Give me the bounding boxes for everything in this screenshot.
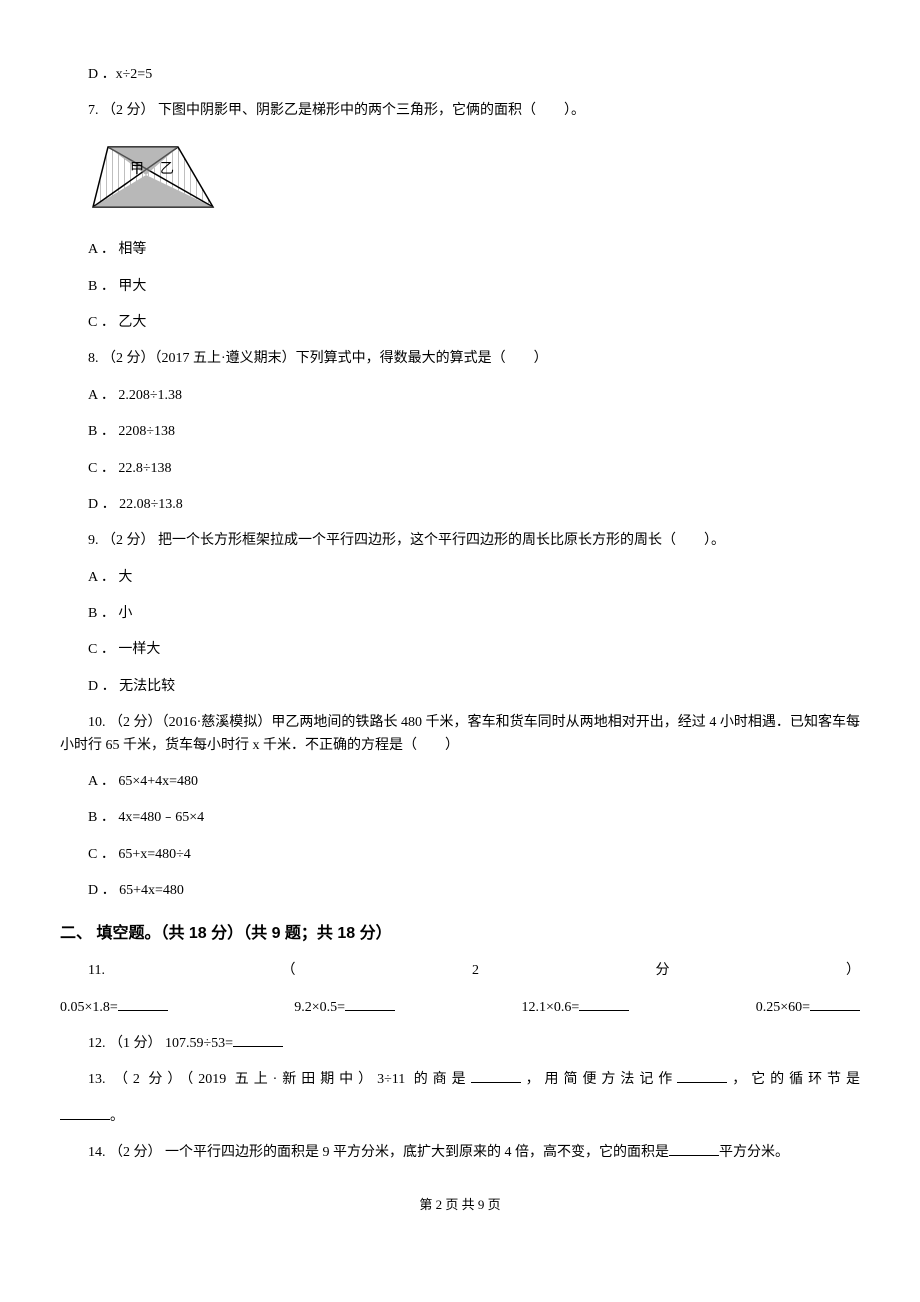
q11-items: 0.05×1.8= 9.2×0.5= 12.1×0.6= 0.25×60= bbox=[60, 997, 860, 1019]
q13-stem-line2: 。 bbox=[60, 1106, 860, 1128]
q13-blank-3[interactable] bbox=[60, 1119, 110, 1120]
q11-label-fen: 分 bbox=[627, 960, 669, 982]
q9-option-a: A ． 大 bbox=[60, 567, 860, 589]
q10-stem: 10. （2 分）（2016·慈溪模拟）甲乙两地间的铁路长 480 千米，客车和… bbox=[60, 712, 860, 757]
q14-text-a: 14. （2 分） 一个平行四边形的面积是 9 平方分米，底扩大到原来的 4 倍… bbox=[88, 1145, 669, 1160]
q9-option-b: B ． 小 bbox=[60, 603, 860, 625]
q10-option-b: B ． 4x=480﹣65×4 bbox=[60, 807, 860, 829]
q11-item-d: 0.25×60= bbox=[756, 997, 860, 1019]
q10-option-d: D ． 65+4x=480 bbox=[60, 880, 860, 902]
q8-option-d: D ． 22.08÷13.8 bbox=[60, 494, 860, 516]
q11-blank-b[interactable] bbox=[345, 1010, 395, 1011]
q12-stem-text: 12. （1 分） 107.59÷53= bbox=[88, 1036, 233, 1051]
q8-option-a: A ． 2.208÷1.38 bbox=[60, 385, 860, 407]
q13-blank-2[interactable] bbox=[677, 1082, 727, 1083]
q11-item-a-text: 0.05×1.8= bbox=[60, 1000, 118, 1015]
q11-blank-a[interactable] bbox=[118, 1010, 168, 1011]
q13-text-a: 13. （2 分）（2019 五上·新田期中）3÷11 的商是 bbox=[88, 1072, 471, 1087]
q13-blank-1[interactable] bbox=[471, 1082, 521, 1083]
q7-stem: 7. （2 分） 下图中阴影甲、阴影乙是梯形中的两个三角形，它俩的面积（ ）。 bbox=[60, 100, 860, 122]
q8-stem: 8. （2 分）（2017 五上·遵义期末）下列算式中，得数最大的算式是（ ） bbox=[60, 348, 860, 370]
q10-option-a: A ． 65×4+4x=480 bbox=[60, 771, 860, 793]
q8-option-b: B ． 2208÷138 bbox=[60, 421, 860, 443]
q11-blank-c[interactable] bbox=[579, 1010, 629, 1011]
q11-label-points: 2 bbox=[444, 960, 479, 982]
q12-stem: 12. （1 分） 107.59÷53= bbox=[60, 1033, 860, 1055]
q13-text-c: ，它的循环节是 bbox=[727, 1072, 860, 1087]
q11-item-c-text: 12.1×0.6= bbox=[521, 1000, 579, 1015]
q7-figure: 甲 乙 bbox=[88, 137, 860, 225]
q6-option-d: D ．x÷2=5 bbox=[60, 64, 860, 86]
q11-label-paren-open: （ bbox=[253, 960, 295, 982]
q7-option-b: B ． 甲大 bbox=[60, 276, 860, 298]
q11-item-b-text: 9.2×0.5= bbox=[294, 1000, 345, 1015]
q13-stem: 13. （2 分）（2019 五上·新田期中）3÷11 的商是 ，用简便方法记作 ，… bbox=[60, 1069, 860, 1091]
q13-text-b: ，用简便方法记作 bbox=[521, 1072, 678, 1087]
q9-stem: 9. （2 分） 把一个长方形框架拉成一个平行四边形，这个平行四边形的周长比原长… bbox=[60, 530, 860, 552]
svg-text:甲: 甲 bbox=[130, 162, 144, 177]
q14-stem: 14. （2 分） 一个平行四边形的面积是 9 平方分米，底扩大到原来的 4 倍… bbox=[60, 1142, 860, 1164]
q10-stem-text: 10. （2 分）（2016·慈溪模拟）甲乙两地间的铁路长 480 千米，客车和… bbox=[60, 715, 860, 752]
q12-blank[interactable] bbox=[233, 1046, 283, 1047]
page-footer: 第 2 页 共 9 页 bbox=[60, 1195, 860, 1216]
q11-blank-d[interactable] bbox=[810, 1010, 860, 1011]
q7-option-c: C ． 乙大 bbox=[60, 312, 860, 334]
q11-item-d-text: 0.25×60= bbox=[756, 1000, 810, 1015]
q11-item-c: 12.1×0.6= bbox=[521, 997, 629, 1019]
q11-label-num: 11. bbox=[60, 960, 105, 982]
trapezoid-icon: 甲 乙 bbox=[88, 137, 218, 217]
q9-option-c: C ． 一样大 bbox=[60, 639, 860, 661]
q11-label-paren-close: ） bbox=[818, 960, 860, 982]
q9-option-d: D ． 无法比较 bbox=[60, 676, 860, 698]
q7-option-a: A ． 相等 bbox=[60, 239, 860, 261]
q14-blank[interactable] bbox=[669, 1155, 719, 1156]
q14-text-b: 平方分米。 bbox=[719, 1145, 789, 1160]
q13-text-d: 。 bbox=[110, 1109, 124, 1124]
q11-item-b: 9.2×0.5= bbox=[294, 997, 395, 1019]
svg-text:乙: 乙 bbox=[160, 161, 174, 177]
q11-line1: 11. （ 2 分 ） bbox=[60, 960, 860, 982]
section2-header: 二、 填空题。（共 18 分）（共 9 题；共 18 分） bbox=[60, 921, 860, 947]
q11-item-a: 0.05×1.8= bbox=[60, 997, 168, 1019]
q8-option-c: C ． 22.8÷138 bbox=[60, 458, 860, 480]
q10-option-c: C ． 65+x=480÷4 bbox=[60, 844, 860, 866]
